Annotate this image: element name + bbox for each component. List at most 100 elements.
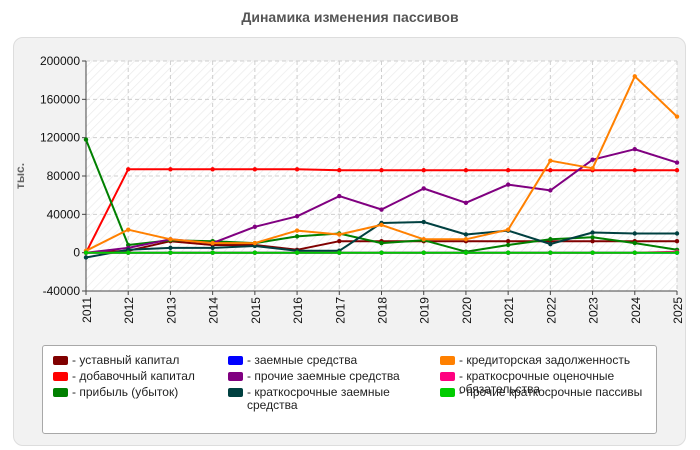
data-point xyxy=(83,250,89,255)
data-point xyxy=(463,250,469,255)
legend-swatch xyxy=(440,388,455,397)
legend-swatch xyxy=(228,372,243,381)
legend-item: - кредиторская задолженность xyxy=(440,354,645,367)
y-tick-label: 40000 xyxy=(47,207,81,221)
legend-label: - прочие заемные средства xyxy=(247,369,400,383)
data-point xyxy=(505,250,511,255)
data-point xyxy=(505,182,511,187)
data-point xyxy=(210,167,215,172)
data-point xyxy=(421,237,426,242)
x-tick-label: 2021 xyxy=(502,297,516,324)
legend-swatch xyxy=(440,372,455,381)
legend-swatch xyxy=(53,388,68,397)
legend-item: - добавочный капитал xyxy=(53,370,223,383)
data-point xyxy=(294,250,300,255)
x-tick-label: 2024 xyxy=(629,297,643,324)
data-point xyxy=(294,234,300,239)
data-point xyxy=(252,224,258,229)
data-point xyxy=(632,240,637,246)
data-point xyxy=(674,160,680,165)
data-point xyxy=(379,207,384,212)
legend-label: - краткосрочные заемные средства xyxy=(247,385,390,412)
data-point xyxy=(379,222,384,228)
x-tick-label: 2020 xyxy=(460,297,474,324)
x-tick-label: 2018 xyxy=(376,297,390,324)
data-point xyxy=(379,168,384,173)
data-point xyxy=(252,167,258,172)
data-point xyxy=(674,250,680,255)
data-point xyxy=(590,235,595,240)
y-tick-label: 200000 xyxy=(40,54,80,68)
legend-label: - прочие краткосрочные пассивы xyxy=(459,385,643,399)
y-tick-label: 160000 xyxy=(40,92,80,106)
legend-label: - кредиторская задолженность xyxy=(459,353,631,367)
data-point xyxy=(463,232,469,237)
data-point xyxy=(126,250,131,255)
data-point xyxy=(421,168,426,173)
x-tick-label: 2015 xyxy=(249,297,263,324)
legend-label: - прибыль (убыток) xyxy=(72,385,179,399)
legend-swatch xyxy=(53,356,68,365)
data-point xyxy=(252,250,258,255)
data-point xyxy=(168,237,173,242)
legend-label: - краткосрочные оценочные обязательства xyxy=(459,369,615,396)
data-point xyxy=(210,245,215,251)
x-tick-label: 2023 xyxy=(587,297,601,324)
data-point xyxy=(505,238,511,244)
y-tick-label: 0 xyxy=(73,246,80,260)
data-point xyxy=(83,137,89,142)
data-point xyxy=(548,250,553,255)
data-point xyxy=(126,227,131,232)
data-point xyxy=(674,168,680,173)
legend-item: - уставный капитал xyxy=(53,354,223,367)
x-tick-label: 2019 xyxy=(418,297,432,324)
x-tick-label: 2012 xyxy=(122,297,136,324)
legend-item: - прибыль (убыток) xyxy=(53,386,223,399)
data-point xyxy=(294,214,300,219)
data-point xyxy=(294,167,300,172)
data-point xyxy=(463,168,469,173)
data-point xyxy=(632,74,637,79)
data-point xyxy=(337,250,342,255)
y-axis-label: тыс. xyxy=(13,163,27,189)
data-point xyxy=(463,200,469,206)
data-point xyxy=(590,166,595,171)
data-point xyxy=(548,168,553,173)
x-tick-label: 2025 xyxy=(671,297,685,324)
data-point xyxy=(421,186,426,191)
data-point xyxy=(337,193,342,199)
x-tick-label: 2014 xyxy=(207,297,221,324)
data-point xyxy=(632,250,637,255)
data-point xyxy=(210,250,215,255)
data-point xyxy=(548,188,553,193)
data-point xyxy=(252,240,258,246)
data-point xyxy=(294,228,300,233)
chart-title: Динамика изменения пассивов xyxy=(241,9,459,25)
chart-legend: - уставный капитал - добавочный капитал - … xyxy=(42,345,657,434)
y-tick-label: -40000 xyxy=(43,284,81,298)
data-point xyxy=(548,158,553,163)
data-point xyxy=(590,157,595,162)
data-point xyxy=(421,250,426,255)
legend-swatch xyxy=(440,356,455,365)
data-point xyxy=(632,231,637,236)
data-point xyxy=(632,168,637,173)
legend-item: - прочие заемные средства xyxy=(228,370,403,383)
data-point xyxy=(674,114,680,119)
data-point xyxy=(590,230,595,235)
y-tick-label: 80000 xyxy=(47,169,81,183)
data-point xyxy=(337,168,342,173)
data-point xyxy=(548,241,553,247)
data-point xyxy=(463,237,469,242)
data-point xyxy=(210,240,215,246)
data-point xyxy=(126,167,131,172)
data-point xyxy=(505,227,511,232)
data-point xyxy=(379,240,384,246)
data-point xyxy=(168,167,173,172)
data-point xyxy=(674,238,680,244)
x-tick-label: 2022 xyxy=(544,297,558,324)
x-tick-label: 2011 xyxy=(80,297,94,323)
data-point xyxy=(168,250,173,255)
legend-swatch xyxy=(53,372,68,381)
